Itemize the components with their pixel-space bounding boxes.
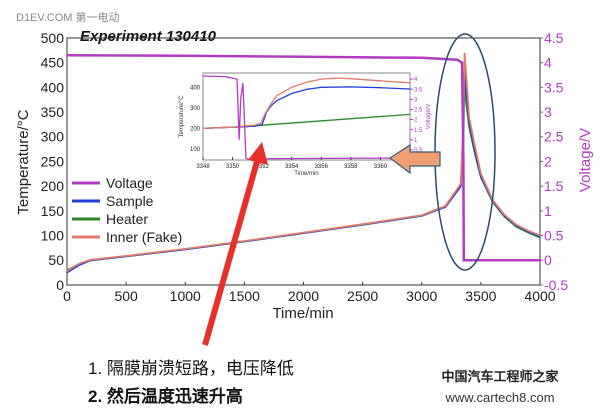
series-line-inner-fake- <box>202 77 411 129</box>
series-line-sample <box>202 86 411 129</box>
inset-y-label: Temperature/°C <box>179 95 185 138</box>
x-tick-label: 500 <box>114 288 138 304</box>
plot-frame <box>202 72 411 161</box>
inset-x-label: Time/min <box>294 171 318 177</box>
watermark-top: D1EV.COM 第一电动 <box>16 10 120 24</box>
note-1: 1. 隔膜崩溃短路，电压降低 <box>88 359 294 378</box>
x-tick-label: 4000 <box>524 288 555 304</box>
orange-arrow <box>388 143 441 175</box>
y-tick-label: 0 <box>56 277 64 293</box>
y2-tick-label: 4.5 <box>544 30 564 46</box>
y2-tick-label: 3.5 <box>544 79 564 95</box>
x-tick-label: 3360 <box>374 164 388 170</box>
y-tick-label: 400 <box>190 85 201 91</box>
legend-label: Voltage <box>106 175 153 191</box>
y2-tick-label: 1 <box>544 203 552 219</box>
x-tick-label: 0 <box>63 288 71 304</box>
y2-tick-label: 3.5 <box>414 87 423 93</box>
y-tick-label: 300 <box>190 106 201 112</box>
y2-tick-label: 4 <box>544 55 552 71</box>
y2-tick-label: 0.5 <box>414 148 423 154</box>
legend-label: Heater <box>106 211 148 227</box>
y-tick-label: 500 <box>41 30 65 46</box>
x-tick-label: 3350 <box>226 164 240 170</box>
y2-tick-label: 1.5 <box>544 178 564 194</box>
x-tick-label: 3000 <box>406 288 437 304</box>
y-axis-label: Temperature/°C <box>15 109 32 214</box>
y-tick-label: 150 <box>41 203 65 219</box>
y2-tick-label: 2 <box>414 118 418 124</box>
y-tick-label: 100 <box>190 147 201 153</box>
y2-tick-label: 1 <box>414 138 418 144</box>
y-tick-label: 250 <box>41 153 65 169</box>
y-tick-label: 300 <box>41 129 65 145</box>
series-line-inner-fake- <box>66 52 541 272</box>
y2-tick-label: 0 <box>544 252 552 268</box>
y2-tick-label: -0.5 <box>544 277 568 293</box>
inset-background <box>175 65 430 182</box>
x-tick-label: 3352 <box>255 164 269 170</box>
y-tick-label: 350 <box>41 104 65 120</box>
legend-label: Sample <box>106 193 154 209</box>
watermark-cn: 中国汽车工程师之家 <box>441 369 559 384</box>
x-tick-label: 3356 <box>315 164 329 170</box>
y2-tick-label: 2.5 <box>544 129 564 145</box>
x-tick-label: 2500 <box>347 288 378 304</box>
y-tick-label: 450 <box>41 55 65 71</box>
y2-tick-label: 2 <box>544 153 552 169</box>
y2-tick-label: 2.5 <box>414 108 423 114</box>
inset-y2-label: Voltage/V <box>426 104 432 130</box>
x-axis-label: Time/min <box>272 305 333 322</box>
y2-axis-label: Voltage/V <box>577 128 594 192</box>
x-tick-label: 1000 <box>170 288 201 304</box>
y-tick-label: 200 <box>190 126 201 132</box>
y2-tick-label: 0.5 <box>544 228 564 244</box>
y2-tick-label: 3 <box>544 104 552 120</box>
note-2: 2. 然后温度迅速升高 <box>88 386 243 406</box>
x-tick-label: 2000 <box>288 288 319 304</box>
y2-tick-label: 4 <box>414 77 418 83</box>
y-tick-label: 400 <box>41 79 65 95</box>
red-arrow <box>202 142 268 346</box>
x-tick-label: 1500 <box>229 288 260 304</box>
legend-label: Inner (Fake) <box>106 229 182 245</box>
y2-tick-label: 3 <box>414 97 418 103</box>
y-tick-label: 50 <box>48 252 64 268</box>
series-line-voltage <box>66 54 540 262</box>
watermark-url: www.cartech8.com <box>444 390 554 405</box>
x-tick-label: 3500 <box>465 288 496 304</box>
y2-tick-label: 1.5 <box>414 128 423 134</box>
x-tick-label: 3354 <box>285 164 299 170</box>
y-tick-label: 100 <box>41 228 65 244</box>
x-tick-label: 3348 <box>196 164 210 170</box>
chart-title: Experiment 130410 <box>80 28 217 45</box>
y-tick-label: 200 <box>41 178 65 194</box>
legend: Voltage Sample Heater Inner (Fake) <box>72 175 182 245</box>
x-tick-label: 3358 <box>344 164 358 170</box>
